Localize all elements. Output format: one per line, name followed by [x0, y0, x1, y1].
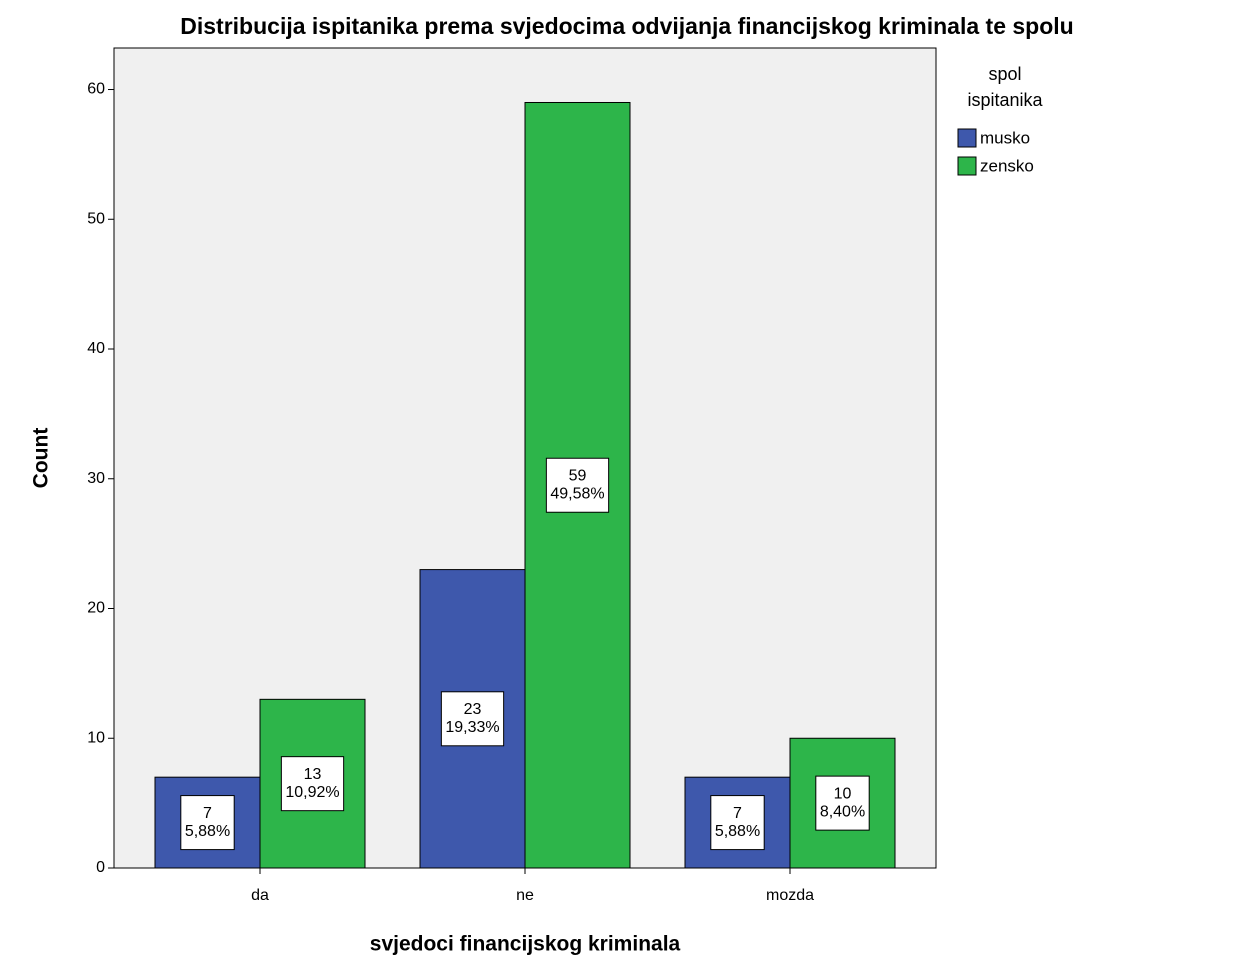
data-label-box [815, 775, 870, 831]
data-label: 5,88% [715, 823, 760, 840]
y-tick-label: 20 [87, 600, 105, 617]
legend-label: musko [980, 128, 1030, 147]
data-label: 10 [834, 785, 852, 802]
data-label: 7 [203, 805, 212, 822]
y-tick-label: 10 [87, 729, 105, 746]
legend-title: ispitanika [967, 90, 1043, 110]
data-label: 49,58% [550, 485, 604, 502]
data-label-box [440, 691, 505, 747]
y-tick-label: 30 [87, 470, 105, 487]
y-tick-label: 60 [87, 81, 105, 98]
y-tick-label: 40 [87, 340, 105, 357]
y-tick-label: 50 [87, 210, 105, 227]
legend-swatch [957, 128, 977, 148]
data-label-box [545, 457, 610, 513]
x-tick-label: mozda [766, 887, 814, 904]
data-label: 10,92% [285, 784, 339, 801]
data-label: 8,40% [820, 803, 865, 820]
y-axis-title: Count [30, 428, 53, 489]
data-label-box [280, 756, 345, 812]
legend-swatch [957, 156, 977, 176]
data-label: 19,33% [445, 719, 499, 736]
data-label: 5,88% [185, 823, 230, 840]
data-label: 7 [733, 805, 742, 822]
x-axis-title: svjedoci financijskog kriminala [370, 933, 681, 956]
legend-label: zensko [980, 156, 1034, 175]
chart-title: Distribucija ispitanika prema svjedocima… [180, 13, 1073, 39]
data-label-box [180, 795, 235, 851]
data-label: 13 [304, 766, 322, 783]
data-label: 23 [464, 701, 482, 718]
x-tick-label: ne [516, 887, 534, 904]
legend-title: spol [988, 64, 1021, 84]
x-tick-label: da [251, 887, 269, 904]
data-label-box [710, 795, 765, 851]
y-tick-label: 0 [96, 859, 105, 876]
data-label: 59 [569, 467, 587, 484]
